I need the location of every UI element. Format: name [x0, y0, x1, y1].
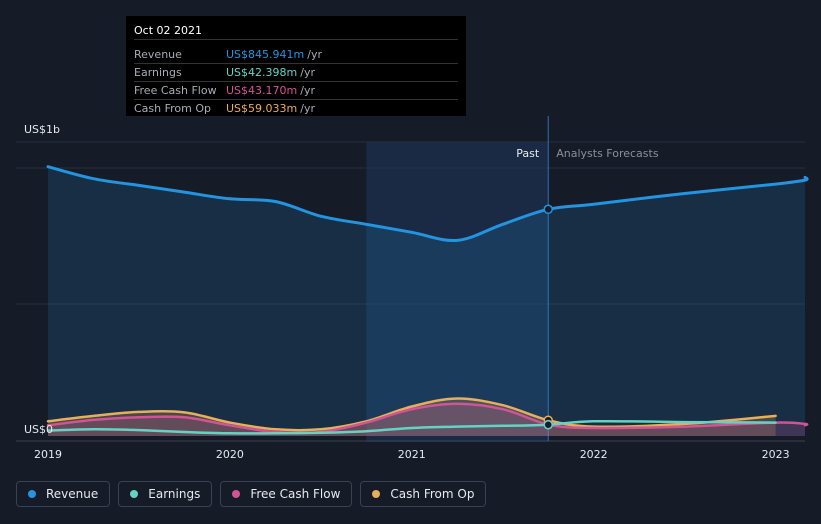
- y-axis-top-label: US$1b: [24, 123, 60, 136]
- legend-item-free-cash-flow[interactable]: Free Cash Flow: [220, 481, 353, 507]
- tooltip-label: Earnings: [134, 66, 182, 79]
- series-area-free-cash-flow: [48, 403, 808, 436]
- y-axis-bottom-label: US$0: [24, 423, 53, 436]
- x-tick-label: 2023: [762, 448, 790, 461]
- legend-dot-icon: [232, 490, 241, 498]
- forecast-label: Analysts Forecasts: [556, 147, 659, 160]
- series-line-revenue: [46, 165, 809, 243]
- tooltip-unit: /yr: [307, 48, 322, 61]
- legend-label: Revenue: [46, 487, 99, 501]
- legend-item-earnings[interactable]: Earnings: [118, 481, 213, 507]
- x-tick-label: 2022: [580, 448, 608, 461]
- tooltip-row-earnings: Earnings US$42.398m /yr: [134, 64, 458, 82]
- tooltip-unit: /yr: [300, 102, 315, 115]
- legend-item-revenue[interactable]: Revenue: [16, 481, 111, 507]
- tooltip-value: US$43.170m: [226, 84, 298, 97]
- tooltip-row-free-cash-flow: Free Cash Flow US$43.170m /yr: [134, 82, 458, 100]
- series-line-cash-from-op: [46, 397, 777, 432]
- tooltip-label: Free Cash Flow: [134, 84, 217, 97]
- tooltip-row-cash-from-op: Cash From Op US$59.033m /yr: [134, 100, 458, 117]
- past-label: Past: [516, 147, 540, 160]
- legend-dot-icon: [130, 490, 139, 498]
- legend-label: Free Cash Flow: [250, 487, 341, 501]
- tooltip-value: US$845.941m: [226, 48, 305, 61]
- tooltip-value: US$59.033m: [226, 102, 298, 115]
- x-tick-label: 2019: [34, 448, 62, 461]
- legend-dot-icon: [28, 490, 36, 498]
- tooltip-row-revenue: Revenue US$845.941m /yr: [134, 46, 458, 64]
- x-tick-label: 2020: [216, 448, 244, 461]
- legend-label: Cash From Op: [390, 487, 475, 501]
- series-marker-earnings: [543, 419, 553, 430]
- tooltip-label: Cash From Op: [134, 102, 212, 115]
- tooltip-unit: /yr: [300, 84, 315, 97]
- tooltip: Oct 02 2021 Revenue US$845.941m /yr Earn…: [126, 16, 466, 116]
- tooltip-value: US$42.398m: [226, 66, 298, 79]
- series-area-revenue: [48, 166, 808, 436]
- legend-dot-icon: [372, 490, 381, 498]
- legend-item-cash-from-op[interactable]: Cash From Op: [360, 481, 487, 507]
- legend: Revenue Earnings Free Cash Flow Cash Fro…: [16, 481, 487, 509]
- series-line-free-cash-flow: [46, 402, 809, 435]
- legend-label: Earnings: [148, 487, 201, 501]
- series-line-earnings: [46, 419, 777, 435]
- series-marker-revenue: [543, 204, 553, 215]
- tooltip-date: Oct 02 2021: [134, 24, 458, 40]
- tooltip-label: Revenue: [134, 48, 182, 61]
- x-tick-label: 2021: [398, 448, 426, 461]
- tooltip-unit: /yr: [300, 66, 315, 79]
- past-highlight-region: [366, 142, 549, 442]
